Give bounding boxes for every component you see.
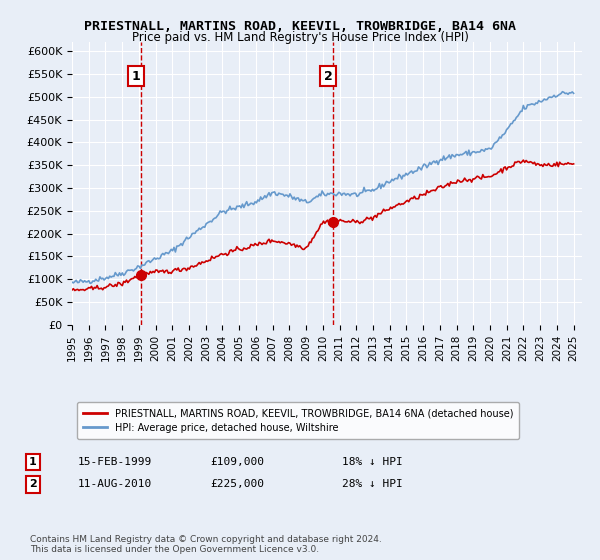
Text: Contains HM Land Registry data © Crown copyright and database right 2024.
This d: Contains HM Land Registry data © Crown c…	[30, 535, 382, 554]
Text: 11-AUG-2010: 11-AUG-2010	[78, 479, 152, 489]
Legend: PRIESTNALL, MARTINS ROAD, KEEVIL, TROWBRIDGE, BA14 6NA (detached house), HPI: Av: PRIESTNALL, MARTINS ROAD, KEEVIL, TROWBR…	[77, 402, 519, 438]
Text: 2: 2	[324, 69, 332, 83]
Text: £225,000: £225,000	[210, 479, 264, 489]
Text: PRIESTNALL, MARTINS ROAD, KEEVIL, TROWBRIDGE, BA14 6NA: PRIESTNALL, MARTINS ROAD, KEEVIL, TROWBR…	[84, 20, 516, 32]
Text: Price paid vs. HM Land Registry's House Price Index (HPI): Price paid vs. HM Land Registry's House …	[131, 31, 469, 44]
Text: 1: 1	[131, 69, 140, 83]
Text: 18% ↓ HPI: 18% ↓ HPI	[342, 457, 403, 467]
Text: 28% ↓ HPI: 28% ↓ HPI	[342, 479, 403, 489]
Text: 2: 2	[29, 479, 37, 489]
Text: 15-FEB-1999: 15-FEB-1999	[78, 457, 152, 467]
Text: £109,000: £109,000	[210, 457, 264, 467]
Text: 1: 1	[29, 457, 37, 467]
